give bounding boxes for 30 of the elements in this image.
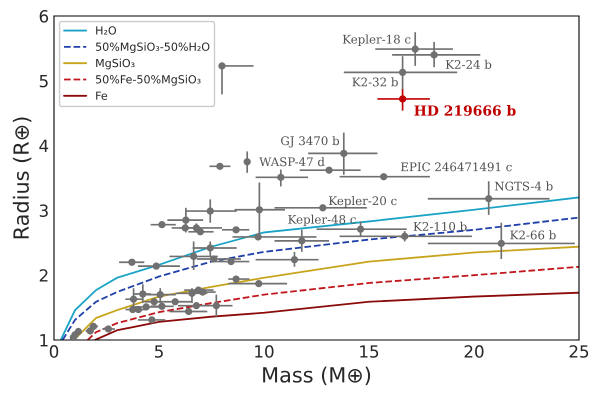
legend-label: 50%Fe-50%MgSiO₃ [96,74,201,86]
x-tick-label: 0 [50,345,58,358]
annotation: GJ 3470 b [281,136,340,148]
legend-label: H₂O [96,26,116,35]
y-tick-label: 2 [40,269,48,282]
annotation: K2-110 b [414,222,467,231]
annotation: NGTS-4 b [494,181,553,191]
x-axis-title: Mass (M⊕) [263,366,370,386]
x-tick-label: 20 [464,345,484,358]
annotation: K2-66 b [510,230,556,240]
legend-label: MgSiO₃ [96,58,135,70]
x-tick-label: 15 [360,345,378,358]
annotation: EPIC 246471491 c [401,162,512,172]
x-tick-label: 10 [255,345,274,358]
annotation: Kepler-20 c [329,196,397,208]
annotation: K2-24 b [446,60,492,69]
annotation: Kepler-18 c [342,34,410,46]
legend-label: Fe [96,92,108,100]
annotation: K2-32 b [352,77,398,86]
y-tick-label: 3 [40,204,48,217]
legend-label: 50%MgSiO₃-50%H₂O [96,42,210,54]
y-tick-label: 4 [39,140,48,152]
x-tick-label: 5 [154,345,163,358]
y-axis-title: Radius (R⊕) [12,117,32,238]
annotation: WASP-47 d [259,157,325,166]
x-tick-label: 25 [570,345,588,358]
y-tick-label: 6 [40,10,48,23]
y-tick-label: 1 [40,334,48,346]
series-label: HD 219666 b [414,105,516,116]
y-tick-label: 5 [40,74,48,88]
